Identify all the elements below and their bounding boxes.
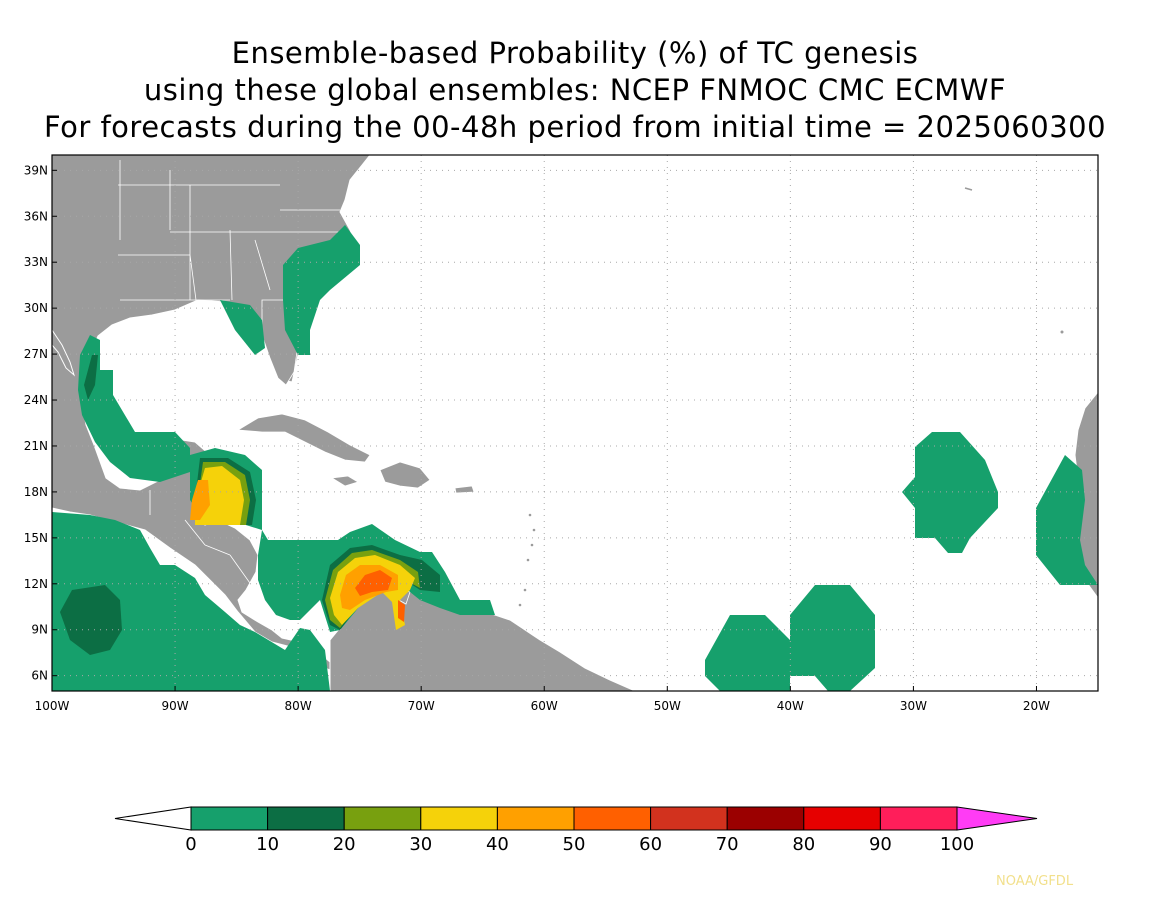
map-frame — [51, 154, 1099, 692]
lon-label: 100W — [35, 699, 70, 713]
probability-contours — [52, 225, 1098, 691]
lon-label: 90W — [161, 699, 188, 713]
lon-label: 80W — [285, 699, 312, 713]
colorbar-label: 90 — [869, 834, 892, 855]
lat-label: 12N — [24, 577, 48, 591]
lat-label: 24N — [24, 393, 48, 407]
political-borders — [118, 160, 340, 629]
lon-label: 50W — [654, 699, 681, 713]
lon-axis: 100W 90W 80W 70W 60W 50W 40W 30W 20W — [35, 686, 1050, 713]
colorbar-segment — [496, 806, 575, 831]
colorbar-label: 70 — [716, 834, 739, 855]
colorbar-label: 40 — [486, 834, 509, 855]
colorbar-segment — [420, 806, 498, 831]
colorbar-segment — [573, 806, 652, 831]
land-jamaica — [330, 475, 359, 487]
lat-axis: 39N 36N 33N 30N 27N 24N 21N 18N 15N 12N 9N 6N — [24, 163, 57, 683]
lat-label: 36N — [24, 209, 48, 223]
colorbar-segment — [879, 806, 958, 831]
land-hispaniola — [379, 461, 431, 489]
lat-label: 15N — [24, 531, 48, 545]
colorbar-segment — [267, 806, 345, 831]
lat-label: 6N — [31, 669, 48, 683]
colorbar-segment — [190, 806, 269, 831]
colorbar-label: 10 — [256, 834, 279, 855]
colorbar-max-arrow — [956, 806, 1038, 831]
land-cuba — [236, 413, 371, 463]
land-canary-islands — [1060, 330, 1064, 334]
colorbar-label: 80 — [792, 834, 815, 855]
land-azores — [964, 187, 973, 191]
lon-label: 70W — [408, 699, 435, 713]
colorbar-label: 20 — [333, 834, 356, 855]
lat-label: 9N — [31, 623, 48, 637]
title-line-3: For forecasts during the 00-48h period f… — [43, 110, 1107, 144]
land-puerto-rico — [454, 485, 475, 494]
credit-label: NOAA/GFDL — [996, 874, 1074, 889]
lat-label: 21N — [24, 439, 48, 453]
colorbar-segment — [803, 806, 881, 831]
lat-label: 33N — [24, 255, 48, 269]
land-baja — [52, 329, 75, 377]
lon-label: 60W — [531, 699, 558, 713]
colorbar-segment — [343, 806, 422, 831]
colorbar-label: 100 — [940, 834, 974, 855]
land-lesser-antilles — [518, 513, 536, 607]
colorbar-segment — [726, 806, 805, 831]
colorbar-label: 50 — [563, 834, 586, 855]
title-line-1: Ensemble-based Probability (%) of TC gen… — [231, 36, 919, 70]
gridlines — [52, 155, 1098, 691]
lon-label: 20W — [1023, 699, 1050, 713]
lat-label: 18N — [24, 485, 48, 499]
lon-label: 30W — [900, 699, 927, 713]
lat-label: 39N — [24, 163, 48, 177]
title-line-2: using these global ensembles: NCEP FNMOC… — [143, 73, 1007, 107]
colorbar-label: 30 — [409, 834, 432, 855]
colorbar-label: 0 — [185, 834, 196, 855]
lat-label: 30N — [24, 301, 48, 315]
colorbar-segment — [650, 806, 728, 831]
lat-label: 27N — [24, 347, 48, 361]
colorbar-label: 60 — [639, 834, 662, 855]
colorbar: 0 10 20 30 40 50 60 70 80 90 100 — [114, 806, 1038, 855]
map-area — [52, 155, 1098, 691]
lon-label: 40W — [777, 699, 804, 713]
colorbar-min-arrow — [114, 806, 192, 831]
